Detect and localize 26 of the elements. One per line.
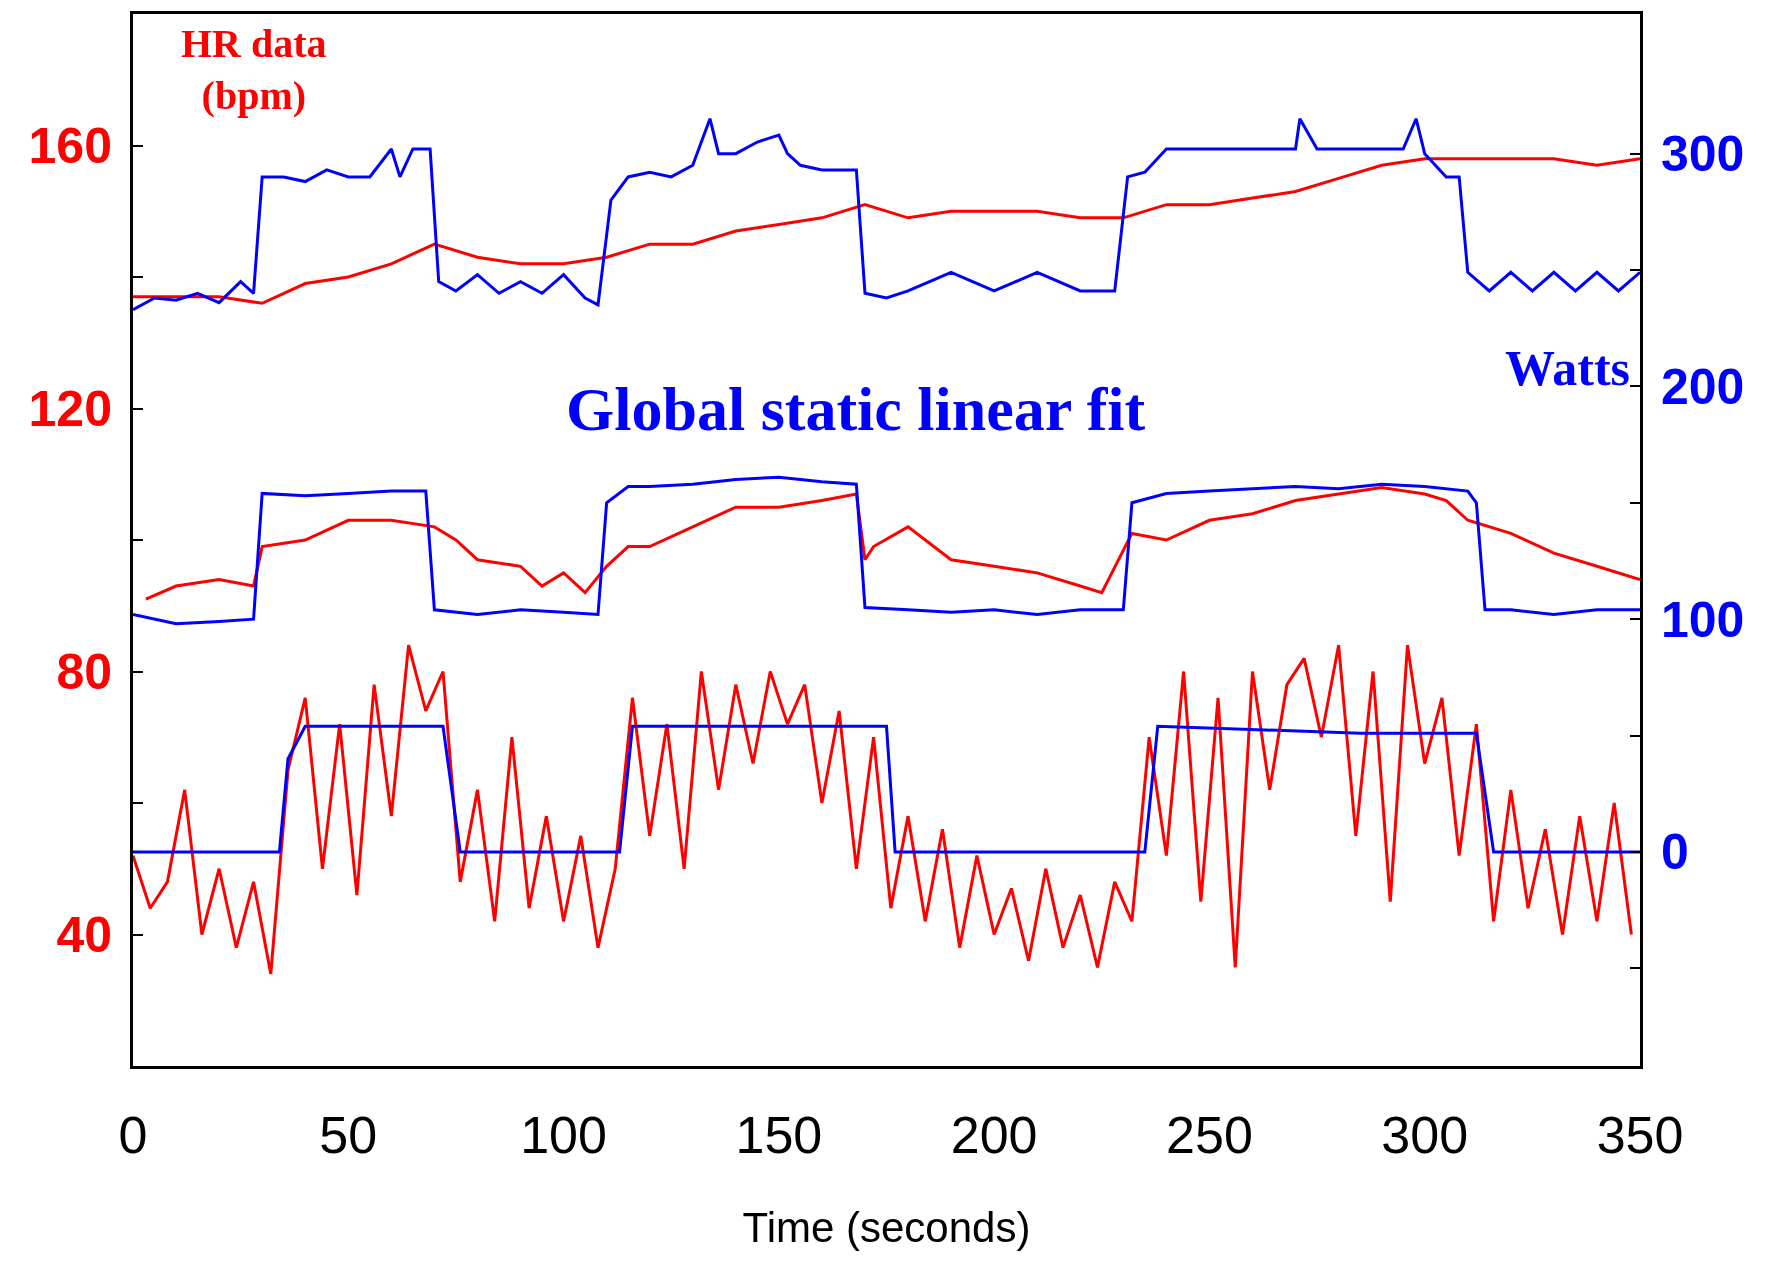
y2-tick-label: 300 — [1661, 126, 1745, 183]
x-tick-label: 350 — [1596, 1106, 1684, 1165]
x-tick-label: 50 — [319, 1106, 378, 1165]
x-tick-label: 200 — [950, 1106, 1038, 1165]
line-series — [144, 485, 1640, 601]
y2-tick-label: 0 — [1661, 824, 1689, 881]
y2-tick-label: 100 — [1661, 591, 1745, 648]
y-tick-label: 40 — [56, 907, 112, 963]
annotation: Global static linear fit — [566, 375, 1146, 443]
y-tick-label: 80 — [56, 644, 112, 700]
line-series — [133, 475, 1640, 626]
y-axis-title: HR data (bpm) — [181, 21, 327, 118]
x-tick-label: 0 — [118, 1106, 148, 1165]
y-tick-label: 160 — [28, 118, 112, 174]
x-tick-label: 300 — [1381, 1106, 1469, 1165]
line-series — [133, 117, 1640, 312]
y-tick-label: 120 — [28, 381, 112, 437]
line-series — [133, 643, 1633, 976]
line-series — [133, 724, 1640, 854]
y2-tick-label: 200 — [1661, 358, 1745, 415]
line-series — [133, 157, 1640, 305]
x-tick-label: 150 — [735, 1106, 823, 1165]
x-axis-title: Time (seconds) — [742, 1204, 1031, 1252]
x-tick-label: 250 — [1166, 1106, 1253, 1165]
y2-axis-title: Watts — [1505, 340, 1630, 396]
x-tick-label: 100 — [520, 1106, 607, 1165]
